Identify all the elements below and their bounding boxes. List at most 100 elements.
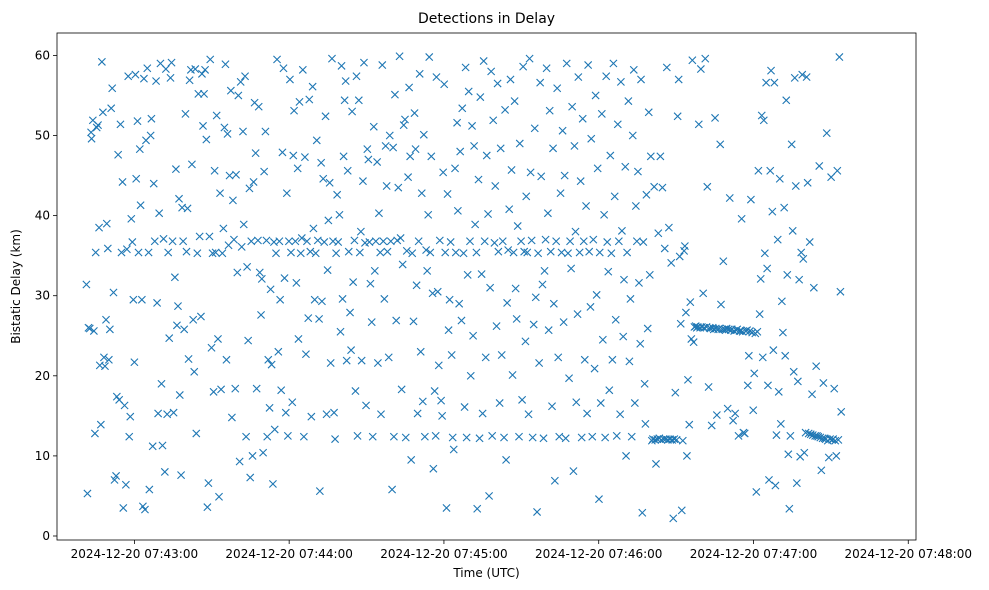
data-point — [273, 55, 282, 64]
data-point — [85, 324, 94, 333]
data-point — [629, 65, 638, 74]
data-point — [315, 487, 324, 496]
data-point — [295, 97, 304, 106]
data-point — [185, 76, 194, 85]
data-point — [278, 148, 287, 157]
data-point — [783, 270, 792, 279]
data-point — [812, 362, 821, 371]
data-point — [542, 64, 551, 73]
data-point — [199, 121, 207, 130]
data-point — [515, 139, 524, 148]
y-tick-label: 20 — [35, 369, 50, 383]
x-axis-label: Time (UTC) — [452, 566, 519, 580]
y-tick-label: 10 — [35, 449, 50, 463]
data-point — [351, 387, 360, 396]
data-point — [121, 480, 130, 489]
data-point — [832, 451, 841, 460]
data-point — [446, 238, 455, 247]
data-point — [390, 90, 399, 99]
data-point — [617, 226, 626, 235]
data-point — [304, 314, 313, 323]
data-point — [675, 252, 684, 261]
data-point — [681, 308, 690, 317]
data-point — [376, 248, 385, 257]
data-point — [792, 479, 801, 488]
data-point — [526, 168, 535, 177]
x-axis-ticks: 2024-12-20 07:43:00 2024-12-20 07:44:00 20… — [71, 540, 972, 561]
data-point — [227, 413, 236, 422]
data-point — [275, 237, 284, 246]
data-point — [764, 475, 773, 484]
data-point — [237, 242, 246, 251]
data-point — [386, 237, 395, 246]
data-point — [752, 487, 761, 496]
data-point — [274, 347, 283, 356]
data-point — [324, 216, 333, 225]
data-point — [835, 53, 844, 62]
data-point — [169, 408, 178, 417]
data-point — [482, 151, 491, 160]
data-point — [784, 450, 793, 459]
data-point — [217, 385, 226, 394]
data-point — [362, 401, 371, 410]
data-point — [775, 174, 784, 183]
data-point — [831, 436, 840, 445]
data-point — [301, 350, 310, 359]
data-point — [129, 295, 138, 304]
data-point — [432, 73, 441, 82]
data-point — [802, 73, 811, 82]
data-point — [427, 152, 436, 161]
data-point — [175, 194, 184, 203]
data-point — [134, 248, 143, 257]
data-point — [379, 237, 388, 246]
data-point — [556, 189, 565, 198]
data-point — [562, 59, 571, 68]
data-point — [799, 254, 808, 263]
data-point — [533, 507, 542, 516]
data-point — [498, 237, 507, 246]
data-point — [251, 149, 260, 158]
data-point — [644, 108, 653, 117]
data-point — [543, 209, 552, 218]
data-point — [597, 109, 606, 118]
data-point — [584, 61, 593, 70]
data-point — [147, 114, 156, 123]
data-point — [323, 266, 332, 275]
data-point — [637, 75, 646, 84]
data-point — [443, 190, 452, 198]
x-tick-label: 2024-12-20 07:48:00 — [845, 547, 972, 561]
data-point — [309, 224, 318, 233]
data-point — [501, 105, 510, 114]
data-point — [774, 387, 783, 396]
data-point — [184, 354, 193, 363]
data-point — [122, 245, 131, 254]
data-point — [515, 432, 523, 441]
x-tick-label: 2024-12-20 07:43:00 — [71, 547, 198, 561]
data-point — [418, 397, 427, 406]
data-point — [553, 84, 562, 93]
data-point — [96, 420, 105, 429]
data-point — [481, 353, 490, 362]
data-point — [546, 247, 555, 256]
data-point — [507, 165, 516, 174]
data-point — [464, 87, 473, 96]
data-point — [522, 192, 531, 201]
data-point — [545, 106, 554, 115]
data-point — [768, 207, 777, 216]
data-point — [207, 343, 216, 352]
data-point — [430, 387, 439, 396]
data-point — [613, 120, 622, 129]
data-point — [566, 237, 575, 246]
data-point — [660, 244, 669, 253]
data-point — [497, 350, 506, 359]
data-point — [525, 54, 534, 63]
data-point — [534, 249, 543, 258]
data-point — [476, 93, 485, 102]
data-point — [370, 266, 379, 275]
data-point — [826, 435, 835, 444]
data-point — [671, 388, 680, 397]
data-point — [479, 57, 488, 66]
data-point — [396, 234, 405, 243]
data-point — [179, 237, 188, 246]
